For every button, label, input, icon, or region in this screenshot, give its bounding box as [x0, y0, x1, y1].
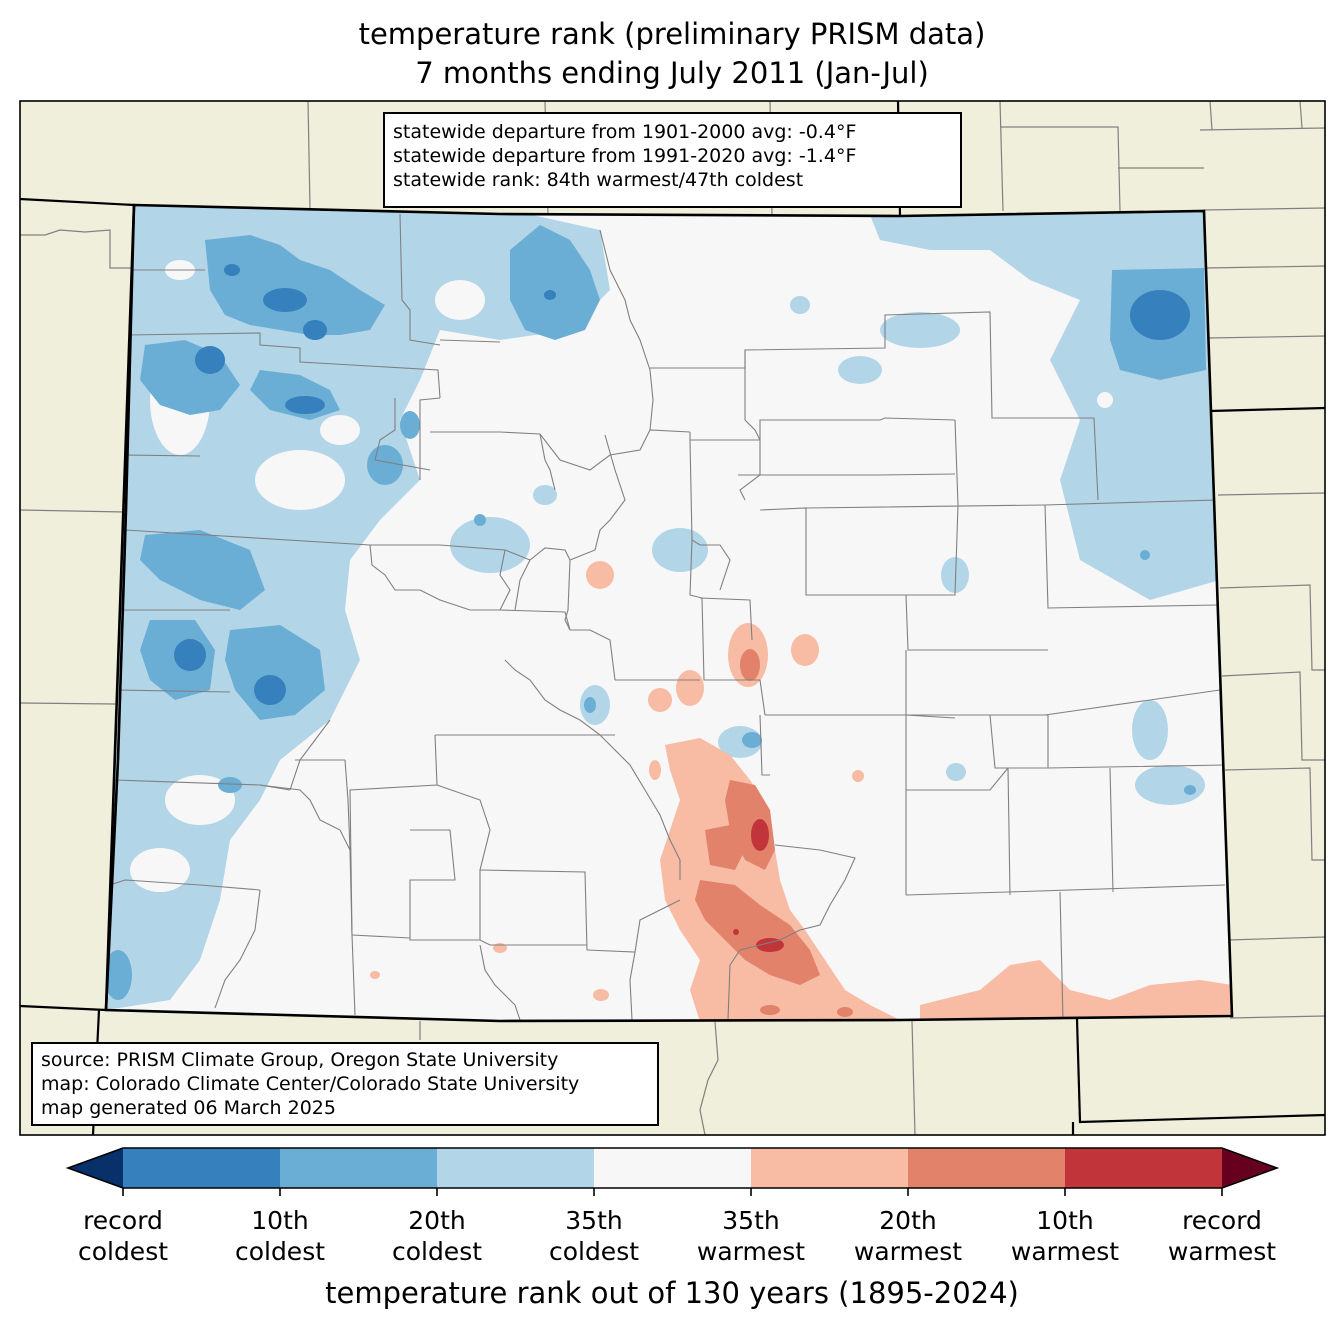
- tick-label-rank: 20th: [408, 1206, 466, 1235]
- colorbar-swatch: [437, 1148, 595, 1188]
- colorbar-tick-label: record warmest: [1142, 1205, 1302, 1267]
- colorbar-tick-label: record coldest: [43, 1205, 203, 1267]
- colorbar-swatch: [751, 1148, 909, 1188]
- tick-label-rank: 35th: [565, 1206, 623, 1235]
- colorbar-tick-label: 10th coldest: [200, 1205, 360, 1267]
- county-lines: [109, 213, 1226, 1021]
- colorbar-tick-label: 10th warmest: [985, 1205, 1145, 1267]
- map-subtitle: 7 months ending July 2011 (Jan-Jul): [415, 56, 929, 90]
- map-title: temperature rank (preliminary PRISM data…: [358, 17, 986, 51]
- colorbar-swatch: [280, 1148, 438, 1188]
- map-frame: [19, 100, 1326, 1136]
- colorbar-extend-cold: [68, 1148, 123, 1188]
- map-credit-line: map: Colorado Climate Center/Colorado St…: [41, 1073, 580, 1095]
- colorbar-extend-warm: [1222, 1148, 1277, 1188]
- tick-label-rank: record: [1182, 1206, 1262, 1235]
- tick-label-direction: coldest: [391, 1237, 483, 1266]
- tick-label-rank: 35th: [722, 1206, 780, 1235]
- colorbar-tick-label: 20th coldest: [357, 1205, 517, 1267]
- source-box: source: PRISM Climate Group, Oregon Stat…: [31, 1042, 659, 1126]
- tick-label-rank: 10th: [1036, 1206, 1094, 1235]
- stat-departure-1901-2000: statewide departure from 1901-2000 avg: …: [393, 121, 857, 143]
- tick-label-direction: coldest: [77, 1237, 169, 1266]
- west-border: [104, 204, 136, 1011]
- tick-label-direction: coldest: [234, 1237, 326, 1266]
- stat-rank: statewide rank: 84th warmest/47th coldes…: [393, 169, 804, 191]
- generated-date-line: map generated 06 March 2025: [41, 1097, 336, 1119]
- tick-label-direction: warmest: [696, 1237, 806, 1266]
- tick-label-direction: warmest: [1010, 1237, 1120, 1266]
- tick-label-direction: warmest: [853, 1237, 963, 1266]
- colorbar-tick-label: 35th coldest: [514, 1205, 674, 1267]
- statewide-stats-box: statewide departure from 1901-2000 avg: …: [383, 112, 962, 208]
- tick-label-direction: coldest: [548, 1237, 640, 1266]
- tick-label-rank: record: [83, 1206, 163, 1235]
- colorbar-swatch: [1065, 1148, 1223, 1188]
- tick-label-direction: warmest: [1167, 1237, 1277, 1266]
- tick-label-rank: 20th: [879, 1206, 937, 1235]
- source-line: source: PRISM Climate Group, Oregon Stat…: [41, 1049, 559, 1071]
- colorbar: [65, 1147, 1280, 1196]
- colorbar-tick-label: 35th warmest: [671, 1205, 831, 1267]
- colorado-border: [104, 203, 1234, 1023]
- stat-departure-1991-2020: statewide departure from 1991-2020 avg: …: [393, 145, 857, 167]
- colorbar-tick-label: 20th warmest: [828, 1205, 988, 1267]
- colorbar-title: temperature rank out of 130 years (1895-…: [325, 1276, 1019, 1310]
- colorbar-swatch: [594, 1148, 752, 1188]
- tick-label-rank: 10th: [251, 1206, 309, 1235]
- colorbar-swatch: [123, 1148, 281, 1188]
- colorbar-swatch: [908, 1148, 1066, 1188]
